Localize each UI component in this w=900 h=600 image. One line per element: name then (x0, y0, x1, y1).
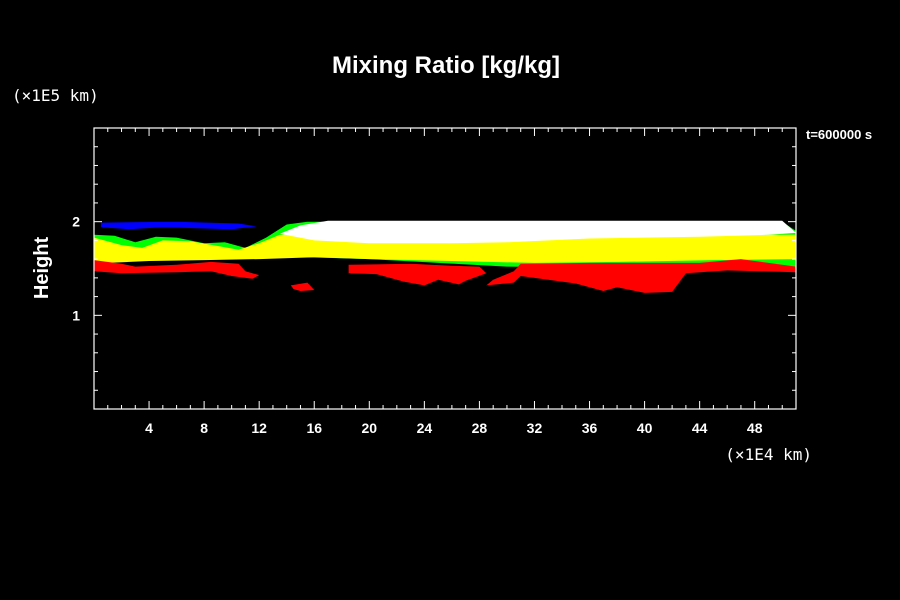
x-tick-label: 20 (362, 420, 378, 436)
x-tick-label: 8 (200, 420, 208, 436)
plot-frame (93, 127, 797, 410)
chart-title: Mixing Ratio [kg/kg] (332, 52, 560, 79)
region-red-8 (486, 259, 796, 293)
x-tick-label: 32 (527, 420, 543, 436)
x-tick-label: 40 (637, 420, 653, 436)
x-tick-label: 36 (582, 420, 598, 436)
y-axis-label: Height (31, 237, 53, 300)
region-white-4 (279, 220, 796, 244)
y-axis-unit: (×1E5 km) (12, 86, 99, 105)
x-axis-unit: (×1E4 km) (725, 445, 812, 464)
axis-ticks (94, 128, 796, 409)
x-tick-label: 12 (251, 420, 267, 436)
x-tick-label: 48 (747, 420, 763, 436)
plot-area (94, 220, 796, 293)
region-yellow-3 (94, 233, 796, 263)
x-tick-label: 16 (306, 420, 322, 436)
mixing-ratio-field (94, 220, 796, 293)
region-red-5 (94, 260, 260, 279)
time-label: t=600000 s (806, 127, 872, 142)
region-red-7 (348, 263, 487, 286)
x-tick-label: 24 (417, 420, 433, 436)
region-blue-0 (100, 221, 257, 230)
region-red-6 (290, 282, 315, 291)
y-tick-label: 1 (72, 307, 80, 323)
x-tick-label: 44 (692, 420, 708, 436)
y-tick-label: 2 (72, 214, 80, 230)
x-tick-label: 28 (472, 420, 488, 436)
x-tick-label: 4 (145, 420, 153, 436)
